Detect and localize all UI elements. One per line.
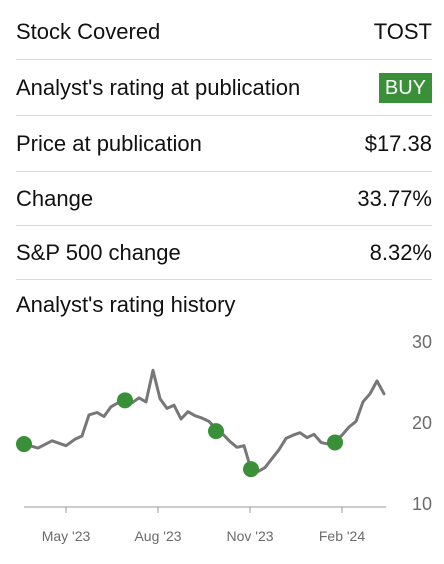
rating-marker [16, 436, 32, 453]
y-tick-label: 20 [412, 413, 432, 433]
change-value: 33.77% [357, 185, 432, 211]
rating-history-title: Analyst's rating history [16, 292, 236, 317]
sp500-change-label: S&P 500 change [16, 239, 181, 265]
y-tick-label: 10 [412, 494, 432, 514]
x-tick-label: Nov '23 [226, 528, 273, 544]
price-series-line [22, 368, 386, 474]
price-label: Price at publication [16, 130, 202, 156]
rating-history-chart: 10 20 30 May '23 Aug '23 Nov '23 Feb '24 [16, 332, 432, 544]
change-label: Change [16, 185, 94, 211]
row-analyst-rating: Analyst's rating at publication BUY [16, 60, 432, 116]
ticker-link[interactable]: TOST [373, 18, 432, 44]
rating-marker [117, 392, 133, 409]
row-change: Change 33.77% [16, 172, 432, 226]
x-tick-label: May '23 [42, 528, 91, 544]
rating-marker [208, 423, 224, 440]
x-tick-label: Aug '23 [134, 528, 181, 544]
rating-marker [243, 461, 259, 478]
x-tick-label: Feb '24 [319, 528, 365, 544]
sp500-change-value: 8.32% [369, 239, 432, 265]
row-stock-covered: Stock Covered TOST [16, 4, 432, 60]
rating-badge: BUY [378, 72, 432, 103]
rating-marker [327, 434, 343, 451]
row-price-at-publication: Price at publication $17.38 [16, 116, 432, 172]
price-value: $17.38 [364, 130, 432, 156]
analyst-rating-label: Analyst's rating at publication [16, 74, 301, 100]
row-sp500-change: S&P 500 change 8.32% [16, 226, 432, 280]
y-tick-label: 30 [412, 332, 432, 352]
stock-covered-label: Stock Covered [16, 18, 161, 44]
